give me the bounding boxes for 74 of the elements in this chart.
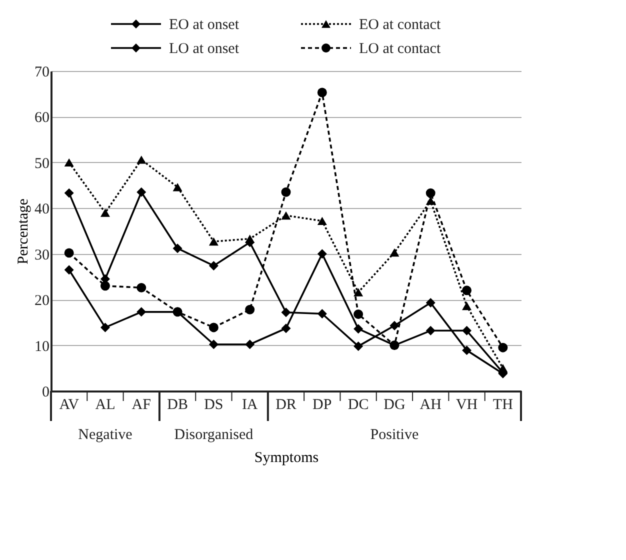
point: [354, 324, 364, 334]
point: [208, 261, 218, 270]
point: [390, 320, 400, 330]
point: [498, 342, 508, 352]
legend-label: LO at contact: [359, 41, 442, 57]
point: [317, 88, 327, 98]
y-tick-label: 70: [34, 64, 50, 80]
point: [136, 156, 146, 164]
x-tick-label: DG: [384, 397, 406, 413]
point: [64, 265, 74, 275]
point: [317, 216, 327, 226]
x-tick-label: DR: [276, 397, 296, 413]
point: [462, 326, 472, 336]
y-tick-label: 20: [34, 293, 50, 310]
y-tick-label: 50: [34, 156, 50, 172]
point: [281, 324, 291, 334]
point: [172, 244, 182, 254]
legend-label: LO at onset: [169, 41, 240, 57]
y-tick-label: 0: [42, 384, 50, 400]
x-tick-label: AF: [132, 397, 151, 413]
text: Disorganised: [174, 427, 254, 443]
point: [245, 234, 255, 243]
point: [136, 187, 146, 197]
point: [245, 304, 255, 314]
x-tick-label: DC: [348, 397, 369, 413]
point: [172, 183, 182, 192]
x-tick-label: DS: [204, 397, 224, 413]
point: [64, 248, 74, 258]
point: [317, 249, 327, 259]
point: [100, 281, 110, 291]
text: Negative: [78, 427, 133, 443]
y-tick-label: 30: [34, 247, 50, 264]
point: [136, 307, 146, 317]
legend-label: EO at onset: [169, 17, 240, 33]
point: [390, 340, 400, 350]
x-tick-label: IA: [242, 397, 258, 413]
point: [245, 340, 255, 350]
point: [426, 298, 436, 308]
point: [100, 322, 110, 332]
point: [136, 282, 146, 292]
legend-label: EO at contact: [359, 17, 442, 33]
y-tick-label: 40: [34, 202, 50, 218]
point: [281, 308, 291, 318]
point: [281, 187, 291, 197]
text: Positive: [370, 427, 419, 443]
point: [426, 188, 436, 198]
point: [172, 307, 182, 317]
point: [208, 340, 218, 350]
x-tick-label: VH: [456, 397, 478, 413]
point: [354, 341, 364, 351]
point: [390, 248, 400, 257]
point: [354, 309, 364, 319]
point: [462, 286, 472, 296]
x-tick-label: AH: [420, 397, 442, 413]
x-tick-label: AL: [95, 397, 116, 413]
point: [462, 346, 472, 356]
point: [100, 208, 110, 217]
point: [426, 326, 436, 336]
x-tick-label: TH: [492, 397, 514, 413]
point: [64, 158, 74, 167]
point: [281, 211, 291, 220]
y-axis-title: Percentage: [16, 198, 32, 264]
y-tick-label: 60: [34, 110, 50, 126]
x-axis-title: Symptoms: [254, 450, 319, 466]
y-tick-label: 10: [34, 338, 50, 355]
x-tick-label: AV: [59, 397, 80, 413]
point: [317, 309, 327, 318]
x-tick-label: DP: [312, 397, 332, 413]
point: [208, 322, 218, 332]
x-tick-label: DB: [167, 397, 188, 413]
point: [208, 237, 218, 246]
point: [354, 288, 364, 296]
point: [462, 302, 472, 310]
point: [64, 188, 74, 198]
